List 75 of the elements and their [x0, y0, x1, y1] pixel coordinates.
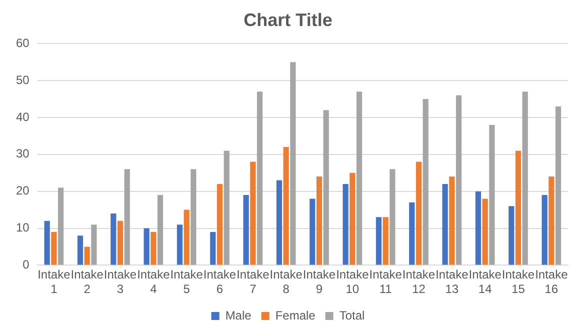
bar	[356, 92, 362, 265]
bar	[542, 195, 548, 265]
x-tick-label: Intake 7	[236, 268, 270, 296]
bar	[256, 92, 263, 265]
bar	[475, 191, 482, 265]
x-tick-label: Intake 5	[170, 268, 204, 296]
bar	[376, 217, 382, 265]
bar	[548, 176, 554, 265]
bar	[91, 224, 97, 265]
x-tick-label: Intake 9	[302, 268, 336, 296]
bar	[44, 220, 50, 265]
legend-label: Male	[225, 308, 252, 322]
chart-title: Chart Title	[244, 10, 332, 30]
legend-label: Total	[339, 308, 365, 322]
bar	[515, 150, 522, 265]
bar	[250, 162, 256, 265]
bar	[422, 99, 428, 265]
bar	[442, 184, 448, 265]
bar	[110, 213, 116, 265]
y-tick-label: 60	[16, 36, 30, 50]
bar	[224, 150, 230, 265]
bar	[283, 147, 289, 265]
bar	[508, 206, 514, 265]
bar	[144, 228, 150, 265]
bar	[489, 124, 495, 265]
bar	[77, 236, 84, 265]
bar	[276, 180, 282, 265]
bar	[416, 162, 422, 265]
bar	[210, 232, 216, 265]
bar	[84, 246, 90, 265]
x-tick-label: Intake 2	[70, 268, 104, 296]
bar	[243, 195, 249, 265]
y-tick-label: 50	[16, 72, 30, 87]
bar	[157, 195, 164, 265]
bar	[409, 202, 415, 265]
bar	[184, 210, 190, 265]
x-tick-label: Intake 12	[402, 268, 436, 296]
y-tick-label: 0	[22, 258, 30, 272]
bar	[456, 95, 462, 265]
bar	[482, 198, 488, 265]
bar	[555, 106, 562, 265]
bar	[342, 184, 348, 265]
y-tick-label: 20	[16, 184, 30, 198]
bar	[310, 198, 316, 265]
bar	[382, 217, 388, 265]
x-tick-label: Intake 3	[104, 268, 137, 296]
bar	[124, 169, 130, 265]
bar	[216, 184, 223, 265]
x-tick-label: Intake 8	[270, 268, 303, 296]
x-tick-label: Intake 14	[468, 268, 502, 296]
bar	[51, 232, 57, 265]
x-tick-label: Intake 15	[502, 268, 535, 296]
y-tick-label: 10	[16, 220, 30, 235]
x-tick-label: Intake 6	[203, 268, 236, 296]
bar	[449, 176, 455, 265]
y-tick-label: 30	[16, 146, 30, 161]
bar	[350, 172, 356, 265]
x-tick-label: Intake 4	[137, 268, 170, 296]
x-tick-label: Intake 16	[535, 268, 568, 296]
x-tick-label: Intake 13	[436, 268, 469, 296]
bar	[190, 169, 196, 265]
bar	[323, 110, 329, 265]
bar	[58, 188, 64, 265]
bar	[316, 176, 322, 265]
x-tick-label: Intake 1	[38, 268, 71, 296]
legend-label: Female	[275, 308, 316, 322]
x-tick-label: Intake 11	[369, 268, 402, 296]
bar	[117, 220, 124, 265]
x-tick-label: Intake 10	[336, 268, 370, 296]
bar	[290, 62, 296, 265]
bar	[522, 92, 528, 265]
bar	[176, 224, 183, 265]
y-tick-label: 40	[16, 110, 30, 124]
bar	[390, 169, 396, 265]
bar	[150, 232, 156, 265]
